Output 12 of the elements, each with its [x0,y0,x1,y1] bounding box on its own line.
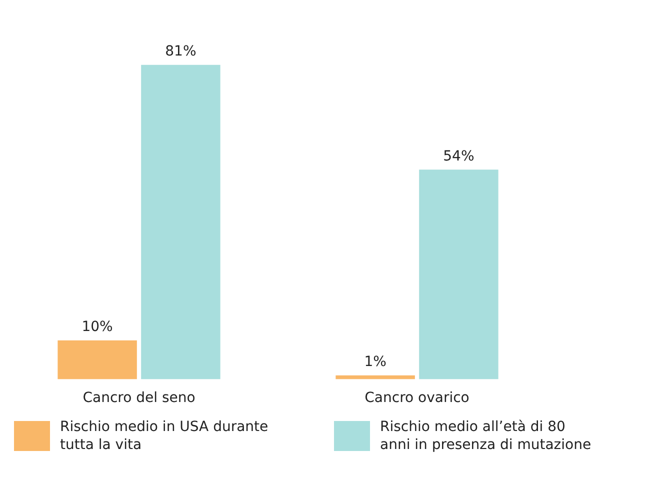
x-tick-label: Cancro ovarico [364,390,470,406]
data-label: 81% [165,44,196,60]
bar [141,64,220,380]
data-label: 1% [364,354,386,370]
bar [419,170,498,380]
data-label: 54% [443,148,474,164]
legend-label: Rischio medio in USA durante tutta la vita [60,418,270,454]
data-label: 10% [82,319,113,336]
bar [336,375,415,380]
bar [58,340,137,380]
x-tick-label: Cancro del seno [82,390,196,406]
legend-label: Rischio medio all’età di 80 anni in presenza di mutazione [380,418,592,454]
